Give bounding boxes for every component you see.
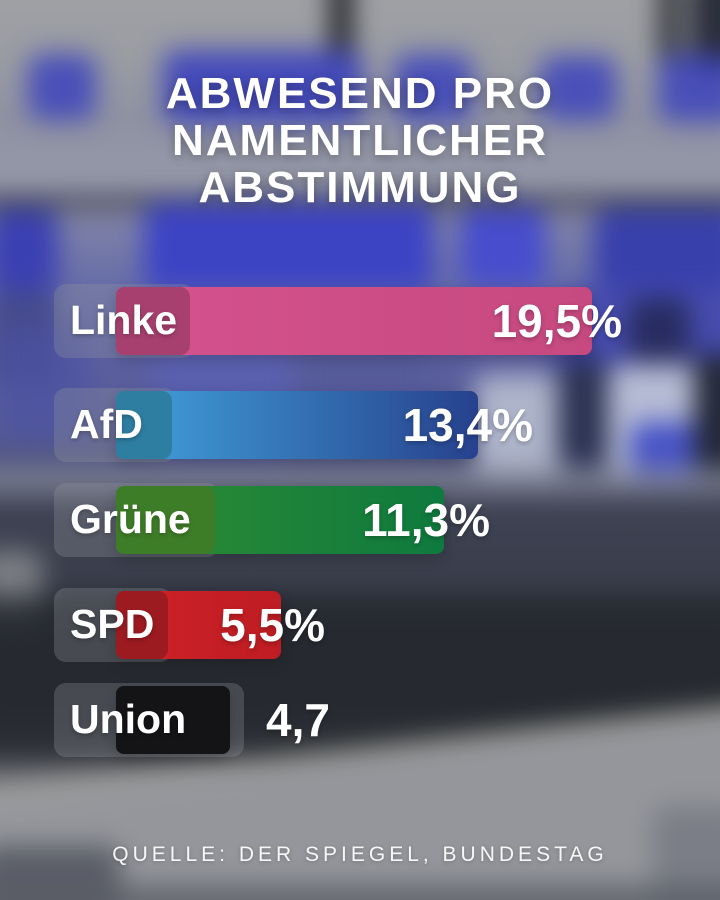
bg-shape: [0, 884, 720, 900]
bg-shape: [474, 374, 562, 476]
bar-afd: [116, 391, 478, 459]
bg-shape: [628, 298, 690, 370]
bar-row-linke: Linke 19,5%: [54, 284, 720, 358]
bar-label: Union: [70, 696, 187, 742]
title-line-1: ABWESEND PRO: [165, 69, 555, 118]
bar-chart: Linke 19,5% AfD 13,4% Grüne 11,3% SPD 5,…: [54, 0, 720, 900]
bg-shape: [163, 50, 363, 124]
bar-value: 5,5%: [220, 599, 325, 651]
bar-overlap: [116, 486, 215, 554]
bg-shape: [330, 0, 352, 62]
bar-value: 19,5%: [491, 295, 622, 347]
bar-label: Grüne: [70, 496, 191, 542]
bar-row-spd: SPD 5,5%: [54, 588, 720, 662]
bar-linke: [116, 287, 592, 355]
bar-overlap: [116, 391, 172, 459]
bg-shape: [144, 204, 434, 292]
bar-label: AfD: [70, 401, 143, 447]
bar-value: 4,7: [266, 694, 330, 746]
bg-shape: [0, 210, 58, 290]
bg-shape: [660, 0, 678, 65]
bar-overlap: [116, 287, 190, 355]
bg-shape: [694, 354, 720, 484]
bg-shape: [540, 56, 616, 120]
chart-title: ABWESEND PRO NAMENTLICHER ABSTIMMUNG: [0, 70, 720, 211]
bg-shape: [594, 210, 720, 290]
bg-shape: [0, 328, 90, 438]
bg-shape: [460, 208, 546, 288]
source-credit: QUELLE: DER SPIEGEL, BUNDESTAG: [112, 843, 608, 866]
bar-overlap: [116, 591, 168, 659]
bar-row-afd: AfD 13,4%: [54, 388, 720, 462]
bar-value: 13,4%: [402, 399, 533, 451]
bg-shape: [28, 54, 96, 120]
bg-shape: [658, 54, 720, 122]
bar-overlap: [116, 686, 230, 754]
bar-value: 11,3%: [362, 494, 490, 546]
bg-shape: [558, 360, 610, 468]
bar-row-gruene: Grüne 11,3%: [54, 483, 720, 557]
bar-label: SPD: [70, 601, 155, 647]
bar-label: Linke: [70, 297, 178, 343]
title-line-2: NAMENTLICHER: [172, 116, 548, 165]
bg-shape: [394, 54, 472, 122]
title-line-3: ABSTIMMUNG: [198, 163, 522, 212]
bar-row-union: Union 4,7: [54, 683, 720, 757]
